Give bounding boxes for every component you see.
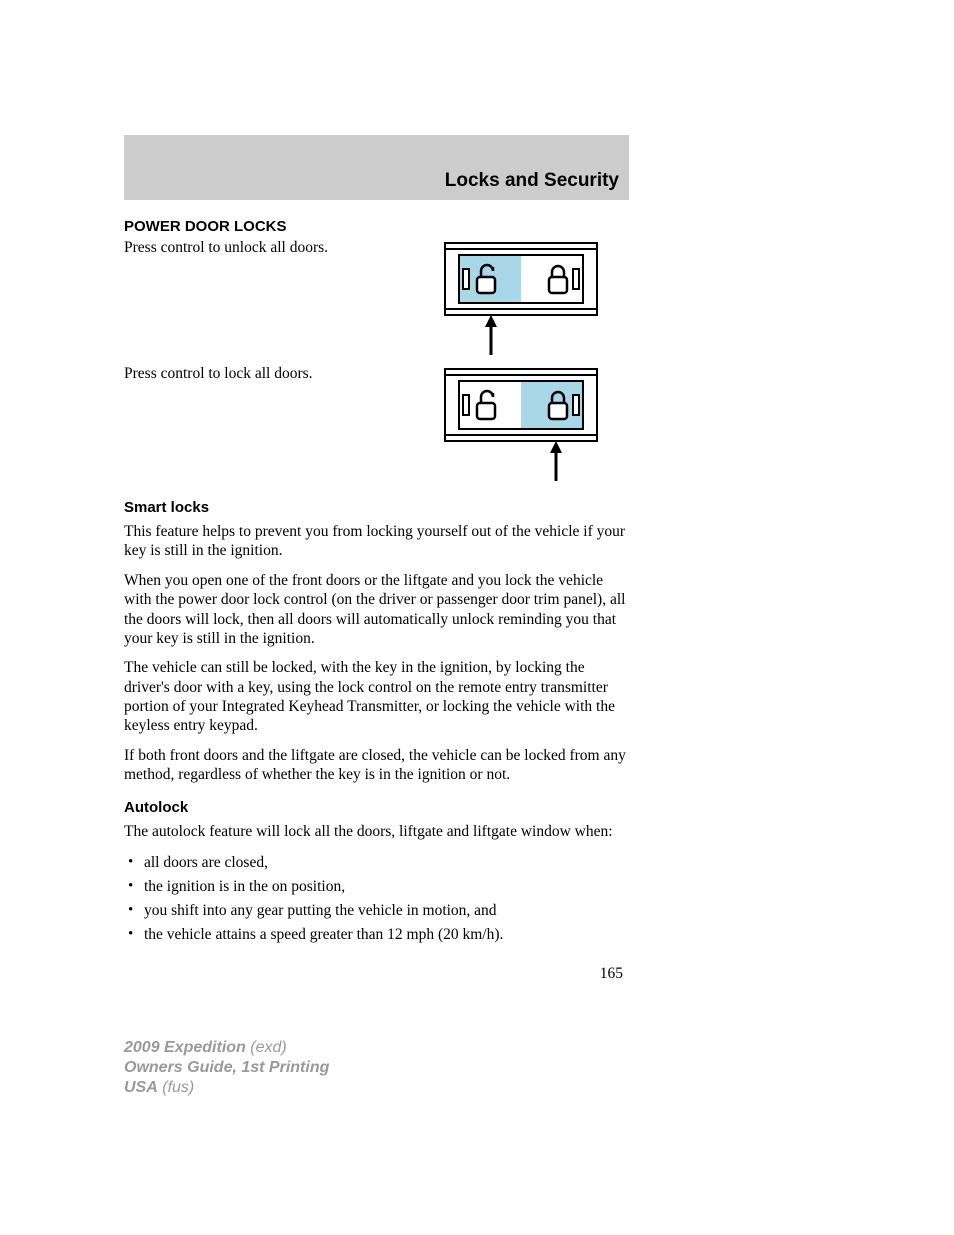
footer-model: 2009 Expedition [124,1039,246,1056]
header-bar: Locks and Security [124,135,629,200]
unlock-block: Press control to unlock all doors. [124,239,629,359]
footer-line2: Owners Guide, 1st Printing [124,1058,329,1078]
sub-heading-smart-locks: Smart locks [124,499,629,516]
bullet-item: all doors are closed, [126,851,629,875]
footer-region: USA [124,1079,158,1096]
footer-line1: 2009 Expedition (exd) [124,1038,329,1058]
chapter-title: Locks and Security [445,170,619,192]
smart-locks-p2: When you open one of the front doors or … [124,571,629,649]
autolock-bullets: all doors are closed, the ignition is in… [126,851,629,947]
page-content: Locks and Security POWER DOOR LOCKS Pres… [124,135,629,983]
lock-instruction: Press control to lock all doors. [124,365,414,383]
footer-code2: (fus) [162,1079,194,1096]
autolock-intro: The autolock feature will lock all the d… [124,822,629,841]
footer-line3: USA (fus) [124,1078,329,1098]
page-number: 165 [124,965,629,983]
bullet-item: the vehicle attains a speed greater than… [126,923,629,947]
smart-locks-p3: The vehicle can still be locked, with th… [124,658,629,736]
sub-heading-autolock: Autolock [124,799,629,816]
lock-diagram [441,365,601,488]
section-heading-power-door-locks: POWER DOOR LOCKS [124,218,629,235]
unlock-diagram [441,239,601,362]
smart-locks-p1: This feature helps to prevent you from l… [124,522,629,561]
smart-locks-p4: If both front doors and the liftgate are… [124,746,629,785]
footer: 2009 Expedition (exd) Owners Guide, 1st … [124,1038,329,1098]
footer-code1: (exd) [250,1039,286,1056]
bullet-item: you shift into any gear putting the vehi… [126,899,629,923]
bullet-item: the ignition is in the on position, [126,875,629,899]
unlock-instruction: Press control to unlock all doors. [124,239,414,257]
lock-block: Press control to lock all doors. [124,365,629,485]
